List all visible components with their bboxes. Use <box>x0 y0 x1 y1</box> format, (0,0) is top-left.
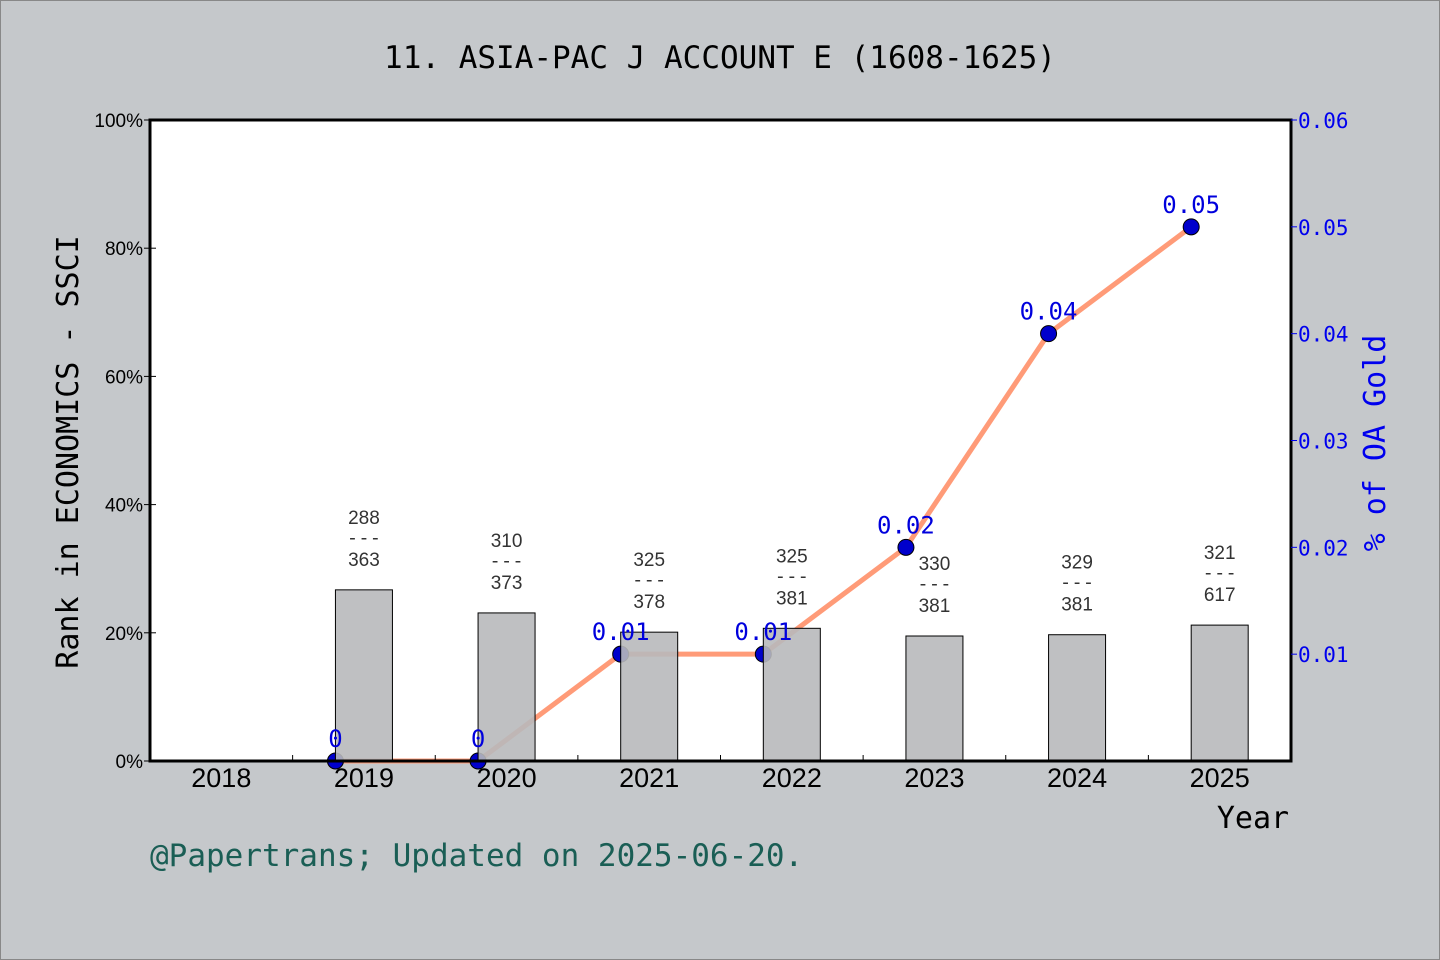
rank-bar <box>762 627 821 762</box>
bar-total-label: 617 <box>1204 585 1236 606</box>
y2-tick-label: 0.03 <box>1298 430 1349 454</box>
oa-gold-label: 0.04 <box>1020 298 1078 326</box>
rank-bar <box>905 635 964 762</box>
bar-divider: --- <box>1203 562 1237 584</box>
oa-gold-label: 0.01 <box>592 618 650 646</box>
bar-rank-label: 310 <box>491 531 523 552</box>
oa-gold-label: 0.02 <box>877 511 935 539</box>
y-tick-label: 100% <box>94 111 143 132</box>
x-tick-label: 2018 <box>191 763 251 793</box>
rank-bar <box>1048 634 1107 762</box>
x-tick-label: 2019 <box>334 763 394 793</box>
x-axis-label: Year <box>1217 801 1289 836</box>
bar-divider: --- <box>917 573 951 595</box>
y-tick-label: 80% <box>105 239 143 260</box>
y-tick-label: 60% <box>105 367 143 388</box>
bar-rank-label: 330 <box>919 554 951 575</box>
bar-total-label: 381 <box>776 588 808 609</box>
bar-rank-label: 321 <box>1204 543 1236 564</box>
bar-total-label: 378 <box>633 592 665 613</box>
bar-total-label: 381 <box>1061 595 1093 616</box>
y2-tick-label: 0.05 <box>1298 216 1349 240</box>
oa-gold-label: 0 <box>328 725 342 753</box>
oa-gold-label: 0.05 <box>1162 191 1220 219</box>
y2-tick-label: 0.04 <box>1298 323 1349 347</box>
x-tick-label: 2020 <box>477 763 537 793</box>
oa-gold-point <box>1040 325 1058 343</box>
bar-divider: --- <box>489 550 523 572</box>
oa-gold-label: 0.01 <box>734 618 792 646</box>
y-tick-label: 0% <box>116 752 144 773</box>
y-tick-label: 40% <box>105 496 143 517</box>
bar-total-label: 381 <box>919 596 951 617</box>
rank-bar <box>620 631 679 762</box>
bar-divider: --- <box>775 565 809 587</box>
y2-tick-label: 0.01 <box>1298 643 1349 667</box>
bar-rank-label: 288 <box>348 508 380 529</box>
x-tick-label: 2023 <box>904 763 964 793</box>
bar-total-label: 363 <box>348 550 380 571</box>
bar-rank-label: 329 <box>1061 553 1093 574</box>
bar-divider: --- <box>347 527 381 549</box>
y2-axis-label: % of OA Gold <box>1358 335 1393 552</box>
bar-divider: --- <box>632 569 666 591</box>
rank-bar <box>334 589 393 762</box>
x-tick-label: 2024 <box>1047 763 1107 793</box>
footer-credit: @Papertrans; Updated on 2025-06-20. <box>150 838 803 874</box>
bar-rank-label: 325 <box>633 550 665 571</box>
y-axis-label: Rank in ECONOMICS - SSCI <box>51 235 86 668</box>
bar-total-label: 373 <box>491 573 523 594</box>
bar-rank-label: 325 <box>776 546 808 567</box>
x-tick-label: 2025 <box>1190 763 1250 793</box>
rank-bar <box>1190 624 1249 762</box>
bar-divider: --- <box>1060 572 1094 594</box>
y-tick-label: 20% <box>105 624 143 645</box>
oa-gold-label: 0 <box>471 725 485 753</box>
oa-gold-point <box>1182 218 1200 236</box>
chart-title: 11. ASIA-PAC J ACCOUNT E (1608-1625) <box>384 40 1056 76</box>
plot-area <box>150 120 1291 761</box>
x-tick-label: 2021 <box>619 763 679 793</box>
rank-bar <box>477 612 536 762</box>
y2-tick-label: 0.02 <box>1298 536 1349 560</box>
y2-tick-label: 0.06 <box>1298 109 1349 133</box>
x-tick-label: 2022 <box>762 763 822 793</box>
oa-gold-point <box>897 538 915 556</box>
